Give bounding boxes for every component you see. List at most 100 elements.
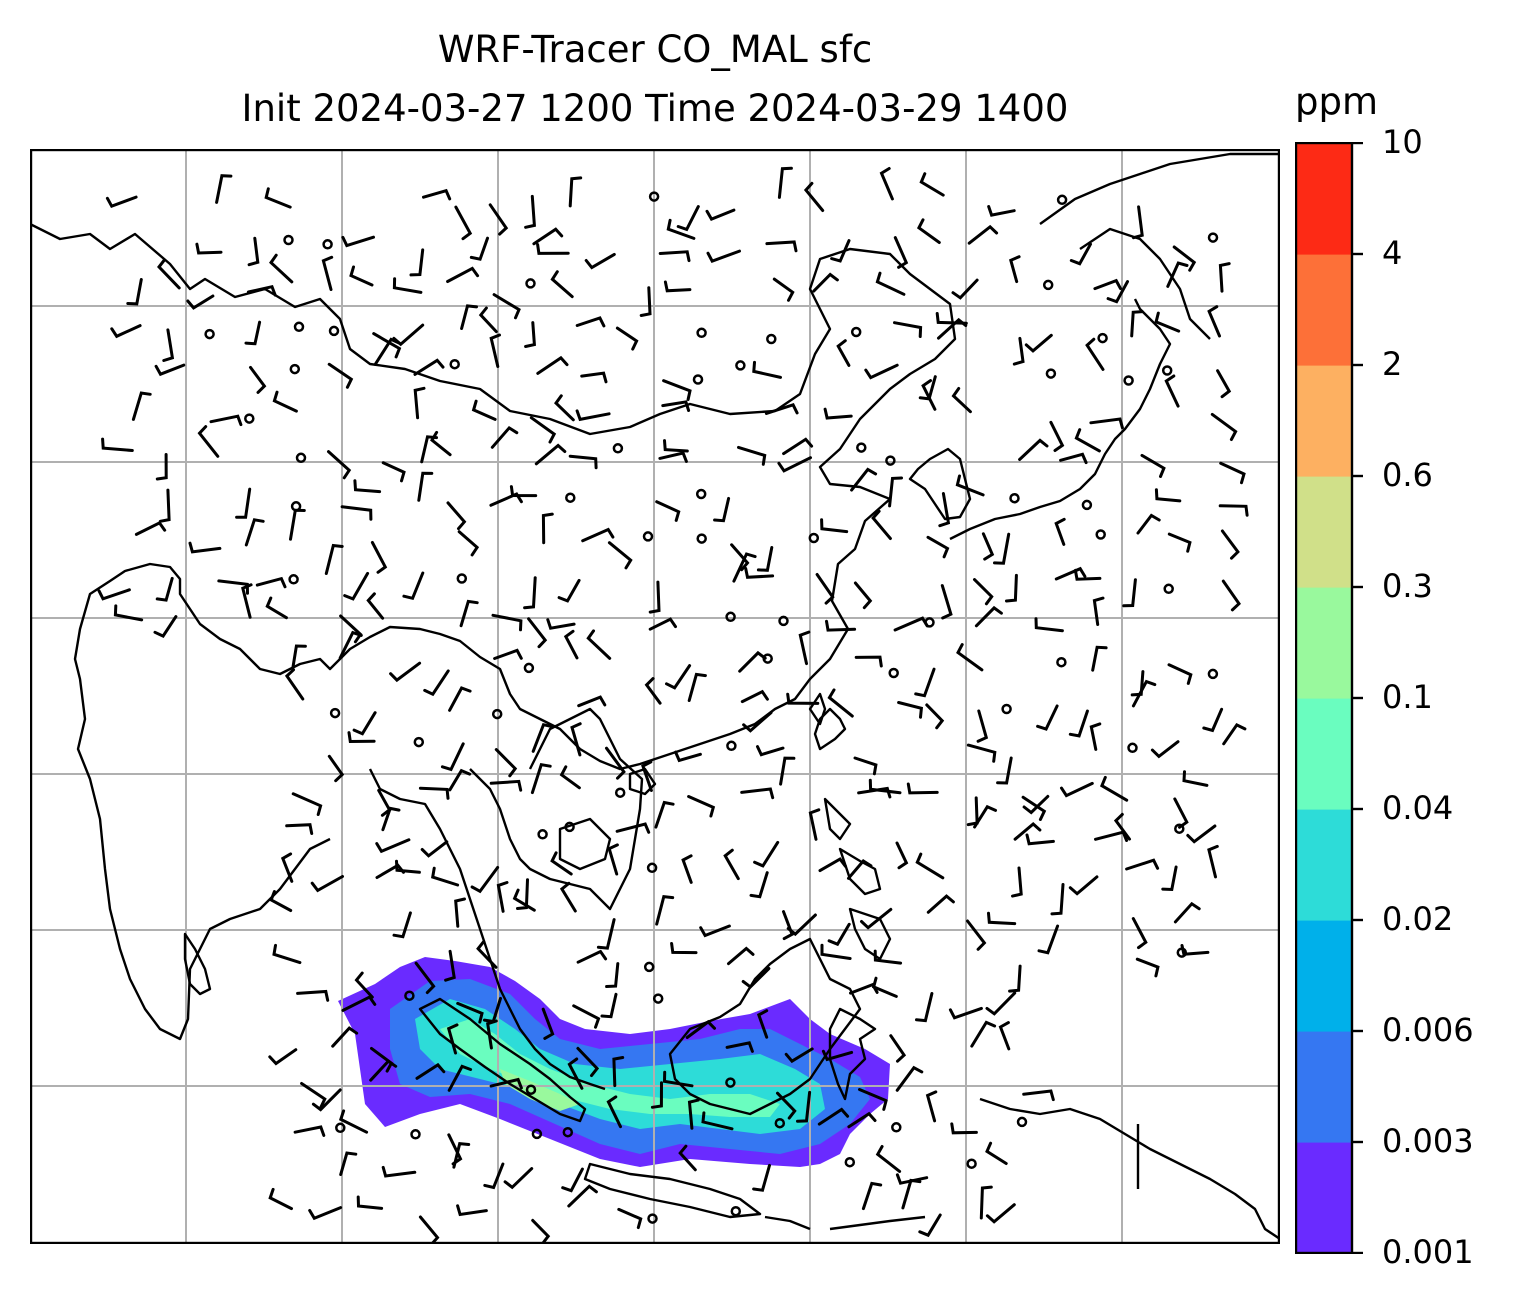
wind-barb — [1164, 374, 1180, 408]
wind-barb — [381, 461, 406, 483]
wind-barb — [531, 722, 554, 753]
plume-core — [440, 1019, 780, 1117]
colorbar-band — [1296, 920, 1352, 1032]
wind-barb — [1150, 740, 1180, 759]
wind-barb — [655, 500, 681, 522]
wind-barb — [796, 1090, 812, 1123]
wind-barb — [662, 1070, 694, 1088]
wind-barb — [713, 496, 731, 523]
wind-barb — [1221, 579, 1241, 612]
wind-barb — [987, 205, 1016, 217]
calm-marker — [1127, 742, 1138, 754]
wind-barb — [914, 667, 936, 698]
colorbar-unit-label: ppm — [1295, 80, 1379, 123]
wind-barb — [327, 754, 345, 783]
wind-barb — [915, 992, 934, 1023]
wind-barb — [825, 619, 857, 632]
wind-barb — [772, 277, 795, 302]
wind-barb — [756, 1009, 769, 1039]
wind-barb — [529, 416, 557, 444]
wind-barb — [753, 840, 780, 868]
wind-barb — [871, 976, 898, 998]
wind-barb — [596, 918, 616, 950]
wind-barb — [607, 541, 633, 570]
colorbar-tick-label: 0.6 — [1382, 456, 1433, 494]
wind-barb — [973, 578, 994, 606]
wind-barb — [265, 596, 288, 620]
wind-barb — [131, 391, 152, 421]
wind-barb — [431, 866, 460, 887]
wind-barb — [352, 711, 377, 736]
wind-barb — [420, 840, 449, 858]
wind-barb — [1091, 645, 1108, 672]
wind-barb — [188, 541, 222, 554]
wind-barb — [955, 474, 985, 497]
wind-barb — [916, 218, 941, 244]
wind-barb — [402, 571, 425, 601]
wind-barb — [1135, 957, 1160, 978]
calm-marker — [647, 1213, 658, 1224]
wind-barb — [241, 583, 253, 619]
wind-barb — [998, 1021, 1011, 1051]
wind-barb — [418, 786, 450, 800]
wind-barb — [215, 174, 233, 204]
colorbar-band — [1296, 1142, 1352, 1254]
calm-marker — [564, 821, 575, 833]
calm-marker — [726, 740, 737, 752]
calm-marker — [648, 191, 660, 202]
wind-barb — [247, 236, 260, 267]
wind-barb — [284, 668, 305, 701]
wind-barb — [409, 248, 425, 277]
calm-marker — [924, 617, 935, 628]
wind-barb — [512, 888, 536, 912]
calm-marker — [413, 736, 425, 748]
plume-peak — [500, 1069, 580, 1111]
coastline-sumatra — [418, 997, 587, 1123]
wind-barb — [976, 709, 989, 743]
colorbar-tick-label: 4 — [1382, 234, 1403, 272]
wind-barb — [546, 618, 576, 630]
wind-barb — [956, 643, 984, 672]
wind-barb — [895, 841, 909, 870]
wind-barb — [1021, 795, 1047, 821]
wind-barb — [422, 188, 452, 201]
wind-barb — [327, 450, 352, 480]
wind-barb — [765, 240, 798, 253]
wind-barb — [457, 530, 480, 557]
wind-barb — [821, 1049, 854, 1062]
wind-barb — [662, 379, 692, 401]
wind-barb — [291, 792, 323, 816]
wind-barb — [568, 176, 583, 208]
wind-barb — [523, 576, 537, 610]
wind-barb — [784, 1047, 814, 1064]
wind-barb — [1068, 875, 1099, 896]
wind-barb — [868, 778, 902, 795]
wind-barb — [860, 907, 893, 930]
wind-barb — [381, 1165, 417, 1178]
wind-barb — [291, 644, 307, 671]
wind-barb — [338, 1109, 369, 1134]
colorbar-tick-label: 0.006 — [1382, 1011, 1474, 1049]
wind-barb — [615, 326, 639, 351]
wind-barb — [970, 1020, 997, 1048]
wind-barb — [269, 890, 293, 912]
calm-marker — [1207, 668, 1219, 680]
calm-marker — [410, 1129, 421, 1140]
wind-barb — [699, 924, 731, 938]
wind-barb — [926, 894, 955, 914]
calm-marker — [652, 993, 664, 1004]
wind-barb — [356, 1195, 384, 1210]
calm-marker — [1081, 499, 1093, 511]
wind-barb — [919, 172, 945, 197]
wind-barb — [492, 293, 521, 320]
wind-barb — [1074, 428, 1101, 453]
wind-barb — [559, 765, 581, 790]
coastline-lesser-sunda — [764, 1215, 926, 1231]
wind-barb — [293, 1125, 326, 1137]
calm-marker — [891, 1122, 902, 1133]
wind-barb — [687, 672, 707, 702]
calm-marker — [1161, 365, 1173, 376]
wind-barb — [197, 425, 220, 458]
coastline-taiwan — [808, 692, 827, 726]
wind-barb — [134, 520, 167, 536]
